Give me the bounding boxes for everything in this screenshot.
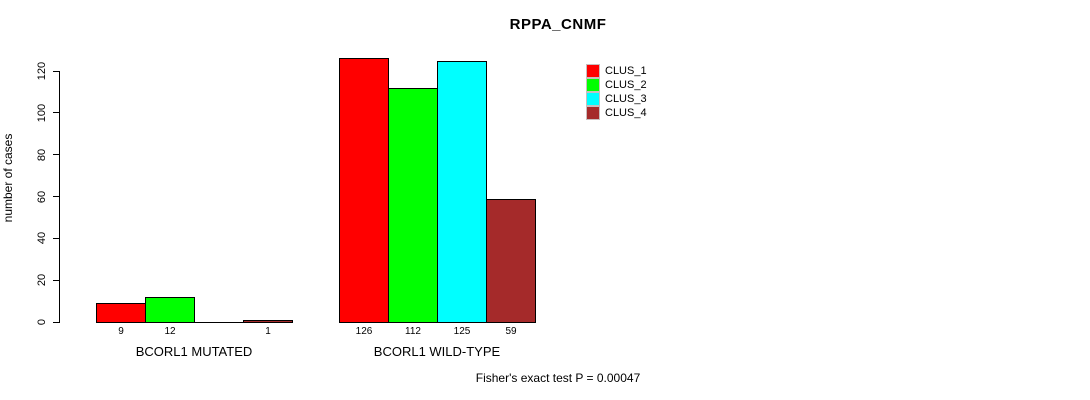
bar-clus_1-group1 — [96, 303, 146, 323]
y-tick-mark — [53, 196, 59, 197]
bar-clus_1-group2 — [339, 58, 389, 323]
x-group-label: BCORL1 WILD-TYPE — [373, 344, 501, 359]
y-tick-label: 80 — [36, 148, 48, 161]
bar-value-label: 9 — [118, 326, 124, 337]
y-tick-label: 20 — [36, 274, 48, 287]
bar-clus_4-group2 — [486, 198, 536, 323]
y-axis-label: number of cases — [1, 133, 15, 223]
bar-value-label: 1 — [265, 326, 271, 337]
legend-swatch-clus_2 — [586, 78, 600, 92]
bar-clus_4-group1 — [243, 319, 293, 323]
y-tick-mark — [53, 279, 59, 281]
legend: CLUS_1 CLUS_2 CLUS_3 CLUS_4 — [586, 64, 647, 120]
legend-label: CLUS_1 — [605, 65, 647, 77]
fisher-test-note: Fisher's exact test P = 0.00047 — [475, 371, 641, 385]
legend-label: CLUS_3 — [605, 93, 647, 105]
y-tick-mark — [53, 70, 59, 72]
chart-title: RPPA_CNMF — [509, 16, 607, 33]
bar-clus_2-group2 — [388, 87, 438, 323]
legend-label: CLUS_4 — [605, 107, 647, 119]
y-tick-label: 40 — [36, 232, 48, 245]
bar-value-label: 125 — [453, 326, 471, 337]
y-tick-mark — [53, 154, 59, 156]
bar-clus_3-group2 — [437, 60, 487, 323]
y-tick-mark — [53, 112, 59, 114]
y-tick-label: 60 — [36, 190, 48, 203]
legend-swatch-clus_3 — [586, 92, 600, 106]
y-tick-label: 100 — [36, 103, 48, 123]
legend-label: CLUS_2 — [605, 79, 647, 91]
bar-clus_2-group1 — [145, 296, 195, 323]
y-tick-mark — [53, 321, 59, 323]
x-group-label: BCORL1 MUTATED — [135, 344, 253, 359]
bar-value-label: 112 — [405, 326, 421, 337]
y-tick-label: 0 — [36, 318, 48, 326]
legend-item-clus_3: CLUS_3 — [586, 92, 647, 106]
legend-item-clus_1: CLUS_1 — [586, 64, 647, 78]
legend-swatch-clus_4 — [586, 106, 600, 120]
legend-item-clus_4: CLUS_4 — [586, 106, 647, 120]
legend-swatch-clus_1 — [586, 64, 600, 78]
bar-value-label: 126 — [355, 326, 373, 337]
bar-clus_3-group1 — [194, 322, 244, 323]
y-tick-label: 120 — [36, 61, 48, 81]
y-tick-mark — [53, 237, 59, 239]
bar-value-label: 12 — [164, 326, 176, 337]
legend-item-clus_2: CLUS_2 — [586, 78, 647, 92]
y-axis-line — [59, 71, 60, 323]
bar-value-label: 59 — [505, 326, 517, 337]
